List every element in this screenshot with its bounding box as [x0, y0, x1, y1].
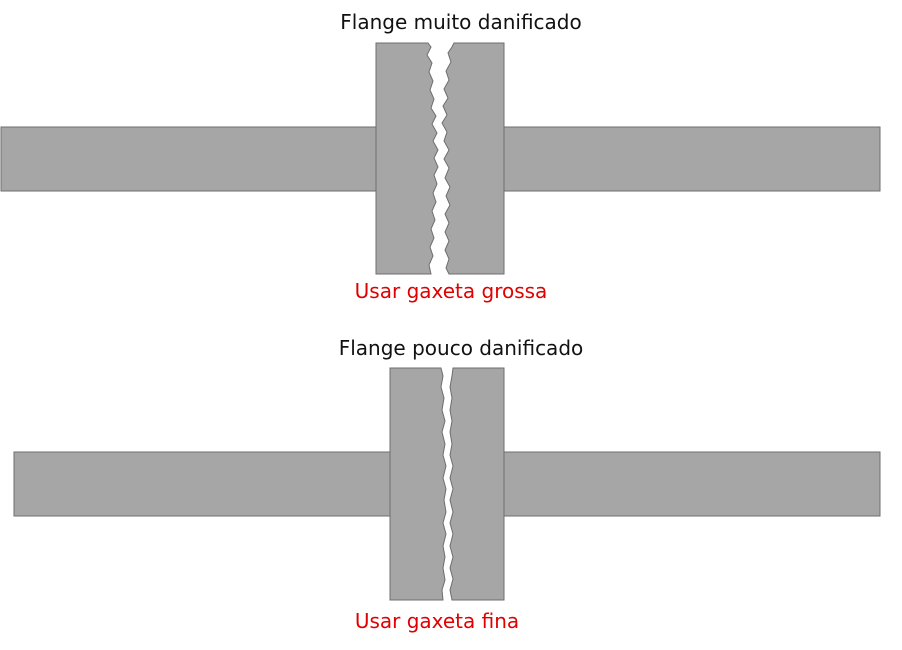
left-flange-bottom	[389, 367, 447, 601]
right-flange-top	[441, 42, 505, 275]
left-pipe-bottom	[13, 451, 392, 517]
right-pipe-bottom	[503, 451, 881, 517]
right-pipe-top	[503, 126, 881, 192]
right-flange-bottom	[449, 367, 505, 601]
title-slightly-damaged: Flange pouco danificado	[338, 336, 584, 360]
light-damage-flange-assembly	[13, 367, 881, 601]
left-flange-top	[375, 42, 439, 275]
note-thin-gasket: Usar gaxeta fina	[354, 609, 520, 633]
left-pipe-top	[0, 126, 378, 192]
note-thick-gasket: Usar gaxeta grossa	[354, 279, 548, 303]
title-heavily-damaged: Flange muito danificado	[340, 10, 582, 34]
damaged-flange-assembly	[0, 42, 881, 275]
